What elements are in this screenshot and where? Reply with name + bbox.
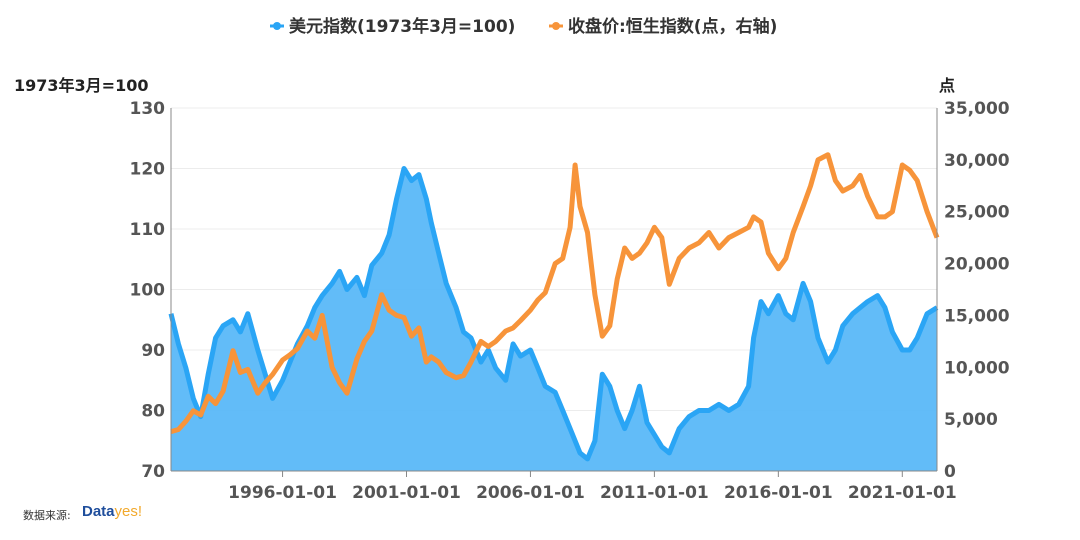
hang-seng-line: [170, 152, 940, 435]
legend-hsi-label: 收盘价:恒生指数(点，右轴): [568, 16, 777, 37]
right-tick-label: 15,000: [944, 306, 1010, 326]
left-tick-label: 130: [130, 99, 166, 119]
source-label: 数据来源:: [23, 509, 71, 522]
right-tick-label: 0: [944, 462, 956, 482]
right-axis-unit: 点: [939, 76, 955, 95]
right-tick-label: 35,000: [944, 99, 1010, 119]
left-axis-unit: 1973年3月=100: [14, 76, 148, 95]
x-tick-label: 2021-01-01: [848, 483, 957, 503]
right-tick-label: 10,000: [944, 358, 1010, 378]
x-tick-label: 2011-01-01: [600, 483, 709, 503]
datayes-logo: Datayes!: [82, 503, 142, 520]
logo-accent-text: yes!: [114, 503, 143, 520]
x-tick-label: 1996-01-01: [228, 483, 337, 503]
axes-layer: 70 80 90 100 110 120 130 0 5,000 10,000 15,000 20,0…: [130, 99, 1010, 503]
usd-index-area: [171, 168, 937, 471]
x-tick-label: 2006-01-01: [476, 483, 585, 503]
right-tick-label: 30,000: [944, 151, 1010, 171]
left-tick-label: 100: [130, 281, 166, 301]
right-tick-label: 25,000: [944, 203, 1010, 223]
left-tick-label: 80: [141, 402, 165, 422]
left-tick-label: 90: [141, 341, 165, 361]
left-tick-label: 70: [141, 462, 165, 482]
series-layer: [168, 152, 940, 471]
legend: 美元指数(1973年3月=100) 收盘价:恒生指数(点，右轴): [270, 16, 777, 37]
left-tick-label: 110: [130, 220, 166, 240]
legend-usd-label: 美元指数(1973年3月=100): [289, 16, 515, 37]
x-tick-label: 2001-01-01: [352, 483, 461, 503]
logo-main-text: Data: [82, 503, 115, 520]
right-tick-label: 5,000: [944, 410, 998, 430]
right-tick-label: 20,000: [944, 255, 1010, 275]
left-tick-label: 120: [130, 160, 166, 180]
legend-hsi-marker: [552, 22, 560, 30]
legend-usd-marker: [273, 22, 281, 30]
x-tick-label: 2016-01-01: [724, 483, 833, 503]
